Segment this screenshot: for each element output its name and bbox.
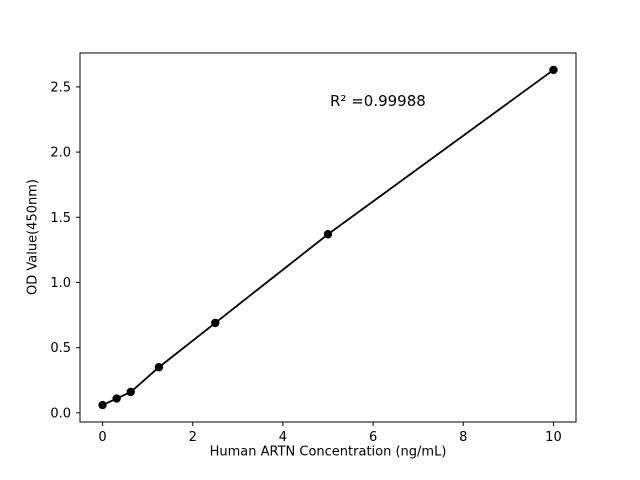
y-tick-label: 1.5 (50, 211, 71, 226)
data-point (549, 65, 558, 75)
x-tick-label: 6 (369, 430, 377, 445)
data-point (211, 318, 220, 328)
x-axis-label: Human ARTN Concentration (ng/mL) (209, 444, 447, 460)
y-axis-label: OD Value(450nm) (25, 179, 41, 295)
data-point (98, 400, 107, 410)
y-tick-label: 0.5 (50, 341, 71, 356)
x-tick-label: 4 (279, 430, 287, 445)
data-point (154, 363, 164, 372)
x-tick-label: 2 (189, 430, 197, 445)
x-tick-label: 10 (545, 430, 562, 445)
y-tick-label: 0.0 (50, 406, 71, 421)
x-tick-label: 8 (459, 430, 467, 445)
x-tick-label: 0 (98, 430, 106, 445)
r-squared-annotation: R² =0.99988 (330, 92, 426, 110)
data-point (112, 394, 121, 403)
data-point (126, 387, 135, 397)
y-tick-label: 1.0 (50, 276, 71, 291)
y-tick-label: 2.5 (50, 80, 71, 95)
y-tick-label: 2.0 (50, 146, 71, 161)
data-point (323, 230, 333, 239)
